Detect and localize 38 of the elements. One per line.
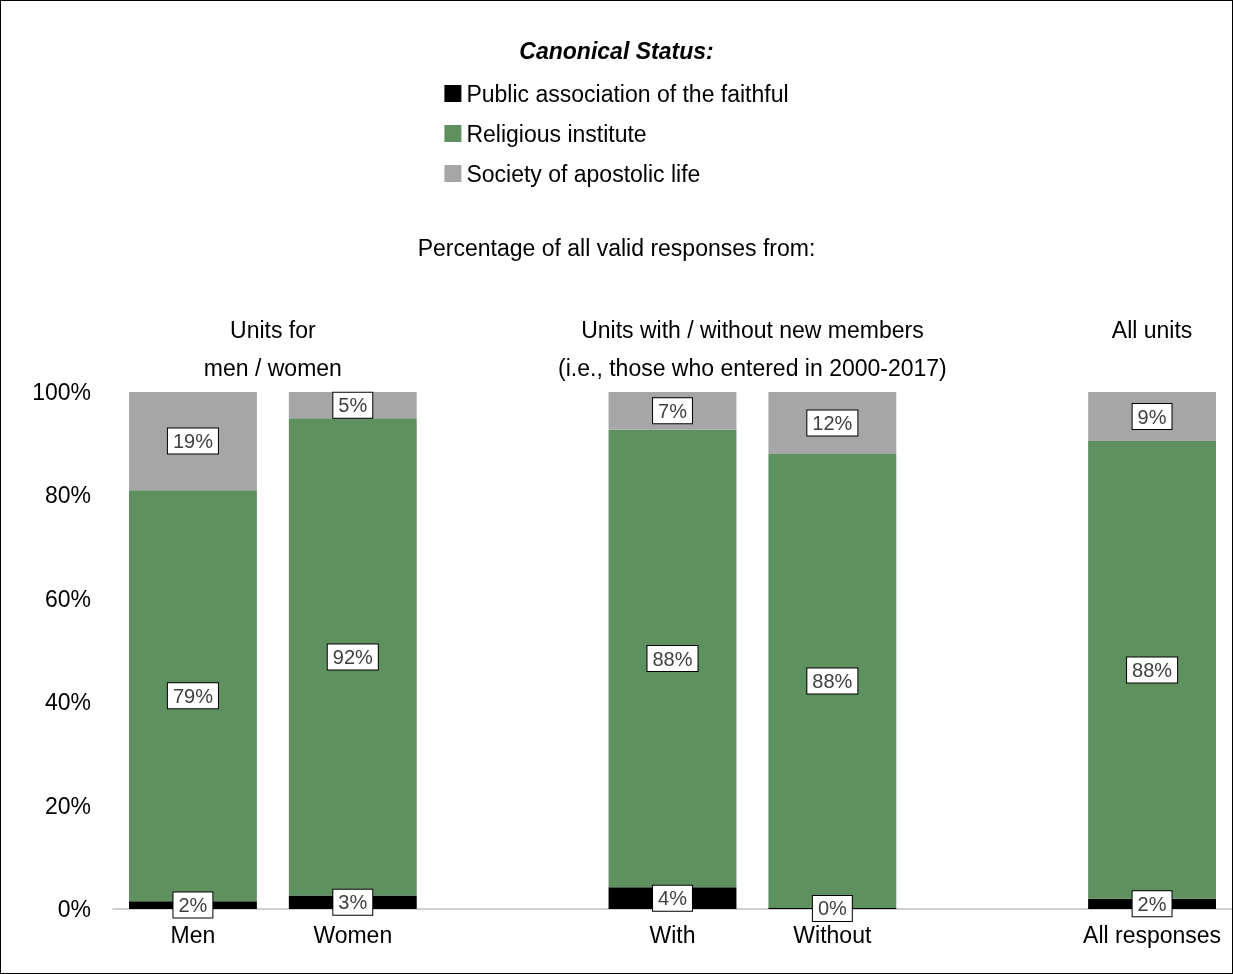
- text: All units: [1111, 317, 1193, 343]
- y-tick-label: 20%: [44, 792, 91, 819]
- y-tick-label: 0%: [57, 896, 91, 922]
- data-label: 88%: [812, 670, 853, 692]
- y-tick-label: 80%: [44, 482, 91, 509]
- bar: [608, 429, 737, 888]
- y-tick-label: 40%: [44, 689, 91, 716]
- data-label: 79%: [172, 684, 214, 707]
- data-label: 88%: [652, 647, 693, 670]
- data-label: 19%: [172, 430, 214, 453]
- x-tick-label: Without: [793, 921, 872, 948]
- data-label: 12%: [812, 412, 853, 435]
- data-label: 3%: [338, 891, 368, 914]
- text: Units with / without new members (i.e., those who entered in 2000-2017): [558, 317, 947, 381]
- x-tick-label: Men: [170, 921, 216, 948]
- y-tick-label: 100%: [32, 379, 91, 405]
- legend-label: Public association of the faithful: [466, 80, 789, 107]
- data-label: 92%: [332, 645, 374, 668]
- x-tick-label: Women: [313, 921, 393, 948]
- data-label: 88%: [1132, 658, 1173, 681]
- bar: [288, 418, 417, 896]
- legend-label: Society of apostolic life: [466, 160, 701, 187]
- bar: [1088, 441, 1217, 899]
- data-label: 2%: [1137, 892, 1167, 915]
- bar: [128, 392, 257, 491]
- legend-title: Canonical Status:: [519, 37, 714, 64]
- x-tick-label: With: [649, 921, 696, 948]
- data-label: 7%: [658, 399, 688, 422]
- x-tick-label: All responses: [1083, 921, 1222, 948]
- y-tick-label: 60%: [44, 585, 91, 612]
- data-label: 5%: [338, 394, 368, 417]
- legend-label: Religious institute: [466, 120, 647, 147]
- data-label: 2%: [178, 894, 208, 917]
- data-label: 9%: [1137, 405, 1167, 428]
- data-label: 4%: [658, 887, 688, 910]
- text: Units for men / women: [203, 317, 342, 381]
- text: Percentage of all valid responses from:: [417, 234, 816, 261]
- data-label: 0%: [817, 897, 848, 920]
